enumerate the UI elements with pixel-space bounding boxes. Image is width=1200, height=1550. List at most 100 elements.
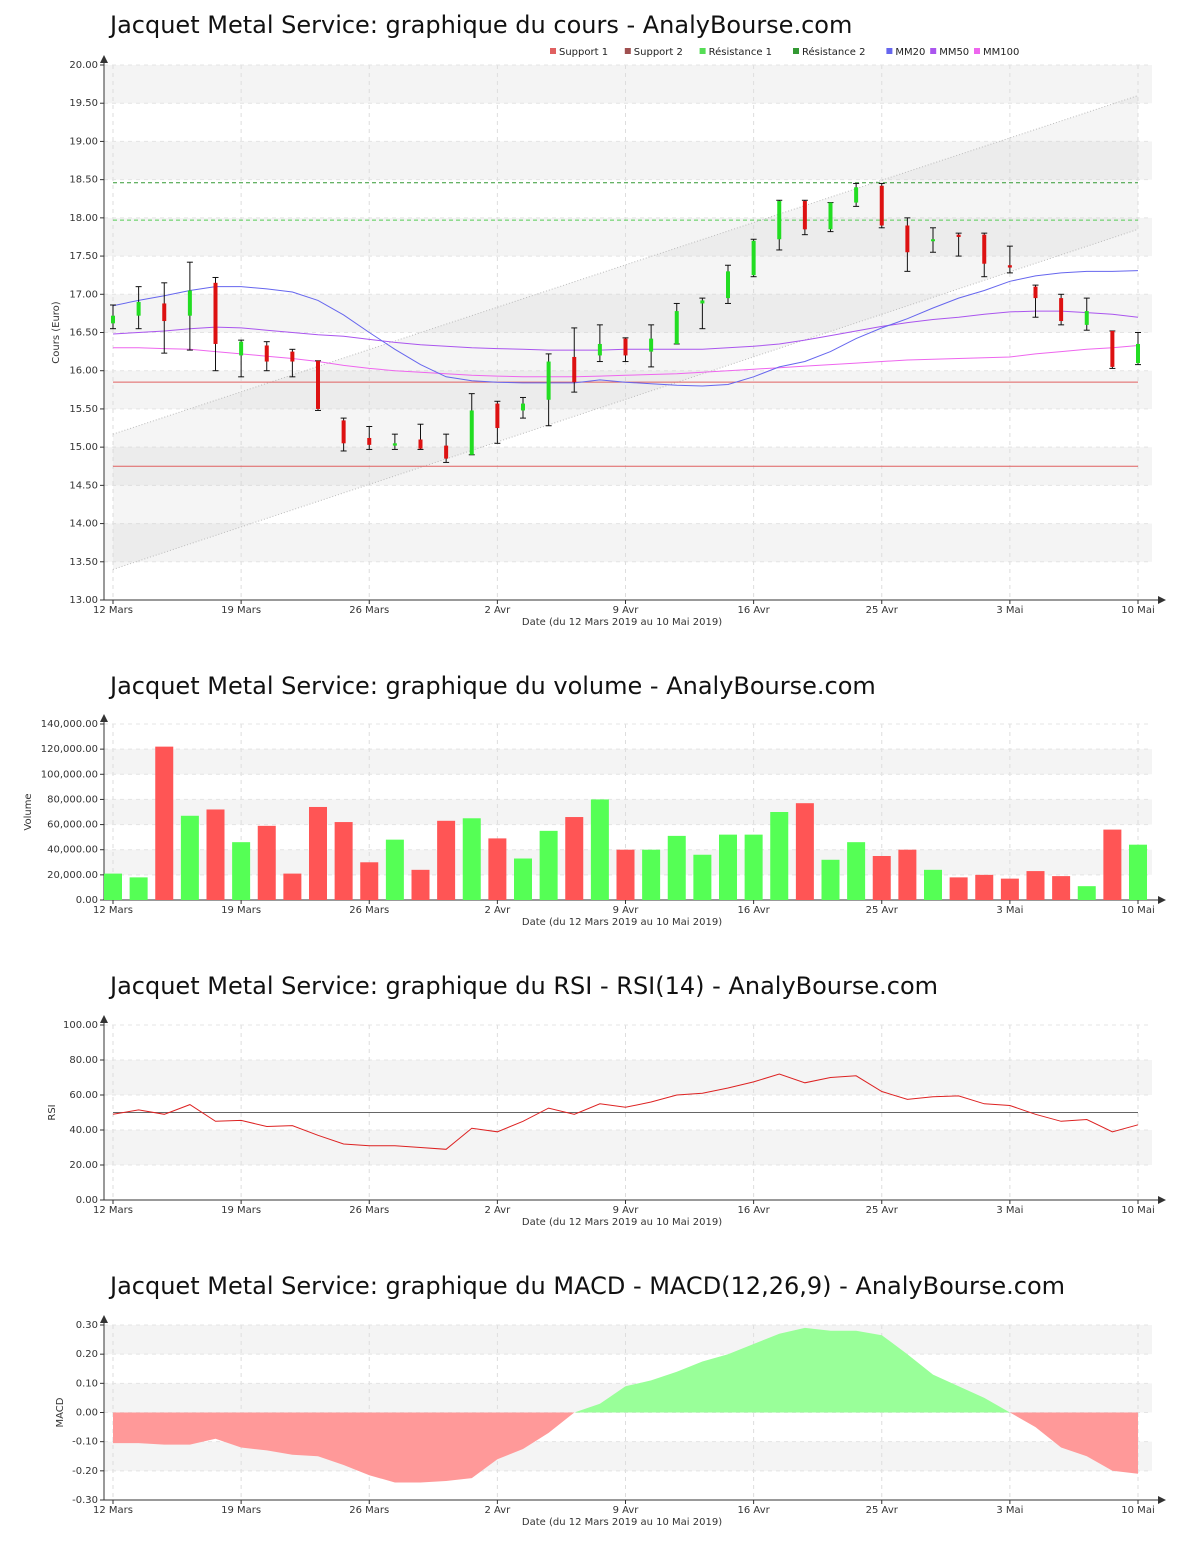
volume-bar [795,803,814,900]
x-tick-label: 12 Mars [93,1505,133,1516]
candle-body [264,345,269,362]
y-tick-label: 18.50 [69,175,98,186]
volume-bar [565,817,584,900]
grid-band [104,799,1152,825]
y-tick-label: 14.50 [69,480,98,491]
y-tick-label: 0.00 [76,1195,98,1206]
y-tick-label: 60.00 [69,1090,98,1101]
legend-label: Support 1 [559,47,608,58]
candle-body [726,271,730,299]
volume-bar [1129,844,1147,900]
volume-bar [539,830,558,900]
x-tick-label: 9 Avr [613,1505,640,1516]
y-axis-label: Volume [23,793,34,830]
y-tick-label: 0.20 [76,1349,98,1360]
volume-bar [129,877,148,900]
x-tick-label: 2 Avr [484,905,511,916]
y-tick-label: 16.00 [69,366,98,377]
x-tick-label: 2 Avr [484,1505,511,1516]
grid-band [104,749,1152,775]
volume-bar [847,842,866,900]
candle-body [239,341,244,356]
volume-bar [1103,829,1122,900]
grid-band [104,141,1152,180]
x-tick-label: 26 Mars [349,905,389,916]
legend-label: Résistance 2 [802,46,865,58]
y-tick-label: 40.00 [69,1125,98,1136]
y-axis-label: RSI [47,1104,58,1120]
candle-body [1110,330,1115,367]
volume-bar [616,849,635,900]
volume-bar [283,873,302,900]
grid-band [104,1130,1152,1165]
candle-body [1007,265,1012,268]
y-tick-label: 20,000.00 [47,870,98,881]
y-tick-label: 100.00 [63,1020,98,1031]
y-tick-label: 0.30 [76,1320,98,1331]
volume-bar [385,839,404,900]
candle-body [982,234,987,264]
y-tick-label: 120,000.00 [41,744,98,755]
y-tick-label: -0.20 [72,1466,98,1477]
candle-body [341,420,346,444]
y-tick-label: 16.50 [69,328,98,339]
y-tick-label: 19.50 [69,98,98,109]
candle-body [931,239,935,242]
candle-body [367,437,372,445]
legend-swatch [930,48,937,54]
price-chart: Jacquet Metal Service: graphique du cour… [51,11,1166,628]
candle-body [956,234,961,237]
x-tick-label: 26 Mars [349,1505,389,1516]
volume-bar [180,815,199,900]
x-tick-label: 19 Mars [221,1205,261,1216]
volume-bar [309,806,327,900]
y-tick-label: 14.00 [69,519,98,530]
volume-chart-title: Jacquet Metal Service: graphique du volu… [108,672,876,700]
candle-body [213,282,218,344]
legend-label: MM20 [895,47,925,58]
volume-bar [642,849,661,900]
volume-bar [462,818,481,900]
volume-bar [437,820,456,900]
y-tick-label: 17.50 [69,251,98,262]
volume-bar [1077,886,1096,900]
x-axis-arrow [1158,596,1166,604]
y-tick-label: 13.50 [69,557,98,568]
candle-body [469,410,474,455]
x-tick-label: 3 Mai [996,905,1023,916]
macd-negative-area [113,1412,1138,1483]
x-tick-label: 16 Avr [738,1505,771,1516]
x-tick-label: 3 Mai [996,1505,1023,1516]
candle-body [392,443,397,446]
volume-bar [949,877,968,900]
y-tick-label: 15.50 [69,404,98,415]
legend-swatch [699,48,706,54]
y-tick-label: 17.00 [69,289,98,300]
price-chart-title: Jacquet Metal Service: graphique du cour… [108,11,852,39]
y-tick-label: 100,000.00 [41,769,98,780]
volume-bar [924,869,942,900]
volume-bar [360,862,379,900]
x-tick-label: 25 Avr [866,1205,899,1216]
y-tick-label: -0.10 [72,1437,98,1448]
x-tick-label: 10 Mai [1121,1505,1154,1516]
candle-body [879,185,884,226]
x-tick-label: 26 Mars [349,1205,389,1216]
macd-chart-title: Jacquet Metal Service: graphique du MACD… [108,1272,1065,1300]
candle-body [623,338,628,356]
legend-label: MM50 [939,47,969,58]
mm20-line [112,270,1139,387]
volume-bar [334,822,353,900]
volume-bar [872,856,891,900]
x-tick-label: 26 Mars [349,605,389,616]
legend-label: Support 2 [634,47,683,58]
candle-body [1033,286,1038,299]
mm100-line [113,345,1139,378]
candle-body [187,290,192,316]
volume-bar [257,825,276,900]
volume-bar [1026,871,1045,900]
x-tick-label: 10 Mai [1121,1205,1154,1216]
y-tick-label: 19.00 [69,136,98,147]
candle-body [777,201,782,240]
